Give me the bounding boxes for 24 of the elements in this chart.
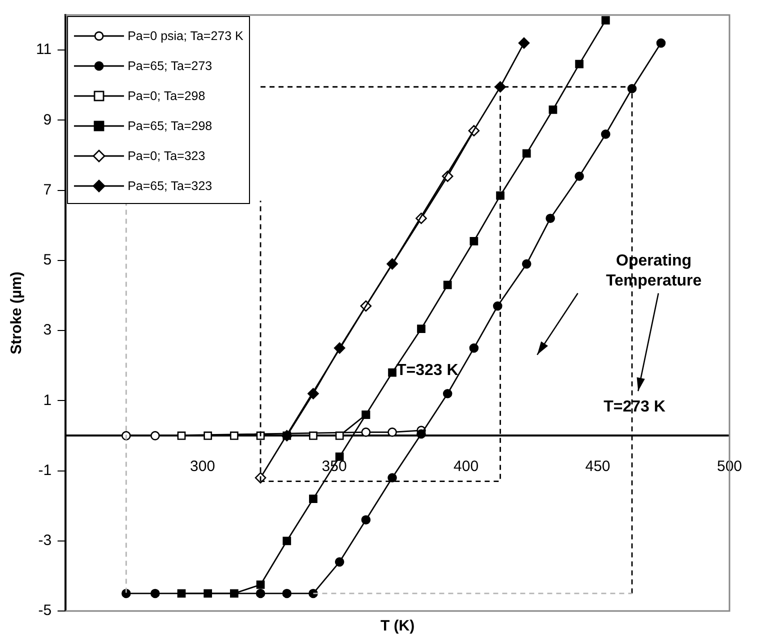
annotation: T=273 K <box>604 398 666 416</box>
legend-label: Pa=65; Ta=298 <box>128 119 212 133</box>
legend-label: Pa=0; Ta=298 <box>128 89 206 103</box>
x-tick-label: 400 <box>454 458 479 475</box>
legend-label: Pa=65; Ta=323 <box>128 179 212 193</box>
y-tick-label: 1 <box>43 392 52 409</box>
y-tick-label: 7 <box>43 181 52 198</box>
annotation: T=323 K <box>396 362 459 380</box>
x-tick-label: 300 <box>190 458 216 475</box>
y-axis-title: Stroke (µm) <box>8 272 26 354</box>
y-tick-label: -3 <box>38 532 52 550</box>
x-tick-label: 450 <box>585 458 610 475</box>
legend-label: Pa=0 psia; Ta=273 K <box>128 29 244 43</box>
y-tick-label: 5 <box>43 252 52 269</box>
y-tick-label: -1 <box>38 462 52 479</box>
annotation: Operating Temperature <box>606 252 702 290</box>
y-tick-label: 11 <box>36 41 52 58</box>
y-tick-label: 9 <box>43 111 52 128</box>
legend-label: Pa=65; Ta=273 <box>128 59 212 73</box>
legend-label: Pa=0; Ta=323 <box>128 149 206 163</box>
y-tick-label: -5 <box>38 602 52 620</box>
x-tick-label: 500 <box>716 458 742 475</box>
x-axis-title: T (K) <box>380 618 415 635</box>
y-tick-label: 3 <box>43 322 52 339</box>
